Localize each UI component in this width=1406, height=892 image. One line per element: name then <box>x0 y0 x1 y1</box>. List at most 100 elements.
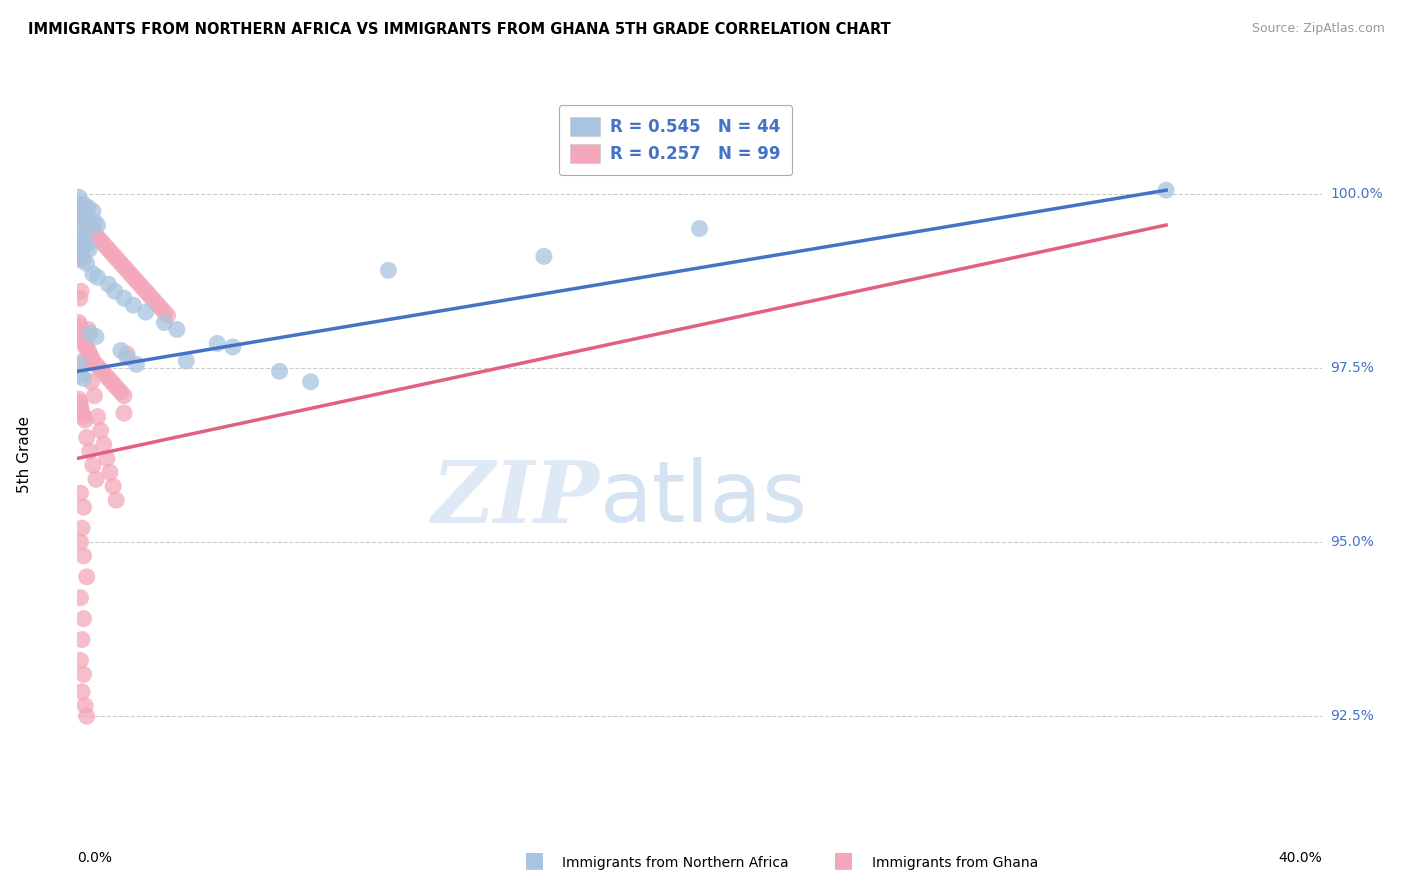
Point <box>138 287 160 301</box>
Point <box>135 305 157 319</box>
Point <box>84 228 107 243</box>
Point <box>125 357 148 371</box>
Point <box>69 232 91 246</box>
Point <box>82 354 104 368</box>
Point <box>77 343 100 358</box>
Point <box>1154 183 1177 197</box>
Point <box>70 685 93 699</box>
Point <box>79 326 101 340</box>
Point <box>83 389 105 403</box>
Point <box>80 351 103 365</box>
Point <box>377 263 399 277</box>
Point <box>70 402 93 417</box>
Point <box>69 319 91 334</box>
Text: atlas: atlas <box>600 458 808 541</box>
Point <box>69 357 91 371</box>
Point <box>69 249 91 263</box>
Point <box>156 309 179 323</box>
Point <box>70 521 93 535</box>
Point <box>82 204 104 219</box>
Point <box>72 500 94 515</box>
Point <box>69 368 91 382</box>
Point <box>75 336 97 351</box>
Point <box>70 243 93 257</box>
Point <box>143 294 166 309</box>
Point <box>94 239 117 253</box>
Point <box>75 340 97 354</box>
Point <box>104 249 127 263</box>
Point <box>107 382 129 396</box>
Text: ■: ■ <box>834 850 853 870</box>
Point <box>91 364 114 378</box>
Point <box>82 267 104 281</box>
Point <box>128 277 150 292</box>
Point <box>70 284 93 298</box>
Point <box>148 298 170 312</box>
Text: 100.0%: 100.0% <box>1330 186 1382 201</box>
Point <box>76 256 98 270</box>
Point <box>153 305 176 319</box>
Text: 0.0%: 0.0% <box>77 851 112 865</box>
Point <box>69 291 91 305</box>
Text: 97.5%: 97.5% <box>1330 361 1374 375</box>
Point <box>86 270 108 285</box>
Point <box>67 190 90 204</box>
Point <box>77 322 100 336</box>
Text: 92.5%: 92.5% <box>1330 709 1374 723</box>
Point <box>112 260 135 274</box>
Point <box>67 252 90 267</box>
Text: Source: ZipAtlas.com: Source: ZipAtlas.com <box>1251 22 1385 36</box>
Point <box>84 357 107 371</box>
Text: 95.0%: 95.0% <box>1330 535 1374 549</box>
Point <box>115 347 138 361</box>
Point <box>299 375 322 389</box>
Point <box>90 424 112 438</box>
Point <box>69 591 91 605</box>
Point <box>70 406 93 420</box>
Point <box>69 486 91 500</box>
Point <box>75 413 97 427</box>
Point <box>105 493 128 508</box>
Point <box>70 329 93 343</box>
Point <box>122 270 145 285</box>
Point <box>80 375 103 389</box>
Point <box>84 329 107 343</box>
Point <box>93 437 115 451</box>
Point <box>77 243 100 257</box>
Point <box>70 632 93 647</box>
Point <box>120 267 142 281</box>
Point <box>86 218 108 232</box>
Point <box>76 709 98 723</box>
Text: IMMIGRANTS FROM NORTHERN AFRICA VS IMMIGRANTS FROM GHANA 5TH GRADE CORRELATION C: IMMIGRANTS FROM NORTHERN AFRICA VS IMMIG… <box>28 22 891 37</box>
Point <box>75 239 97 253</box>
Point <box>84 472 107 486</box>
Point <box>97 277 120 292</box>
Point <box>70 211 93 225</box>
Point <box>269 364 291 378</box>
Point <box>87 360 110 375</box>
Point <box>131 281 153 295</box>
Point <box>76 211 98 225</box>
Point <box>69 201 91 215</box>
Point <box>75 698 97 713</box>
Point <box>79 347 101 361</box>
Point <box>122 298 145 312</box>
Point <box>115 263 138 277</box>
Point <box>69 653 91 667</box>
Point <box>689 221 711 235</box>
Point <box>72 354 94 368</box>
Point <box>76 570 98 584</box>
Point <box>166 322 188 336</box>
Point <box>72 409 94 424</box>
Point <box>153 316 176 330</box>
Point <box>69 399 91 413</box>
Point <box>91 235 114 250</box>
Point <box>141 291 163 305</box>
Point <box>87 232 110 246</box>
Text: ZIP: ZIP <box>432 457 600 541</box>
Point <box>100 246 122 260</box>
Point <box>96 451 118 466</box>
Point <box>112 389 135 403</box>
Point <box>135 284 157 298</box>
Point <box>83 214 105 228</box>
